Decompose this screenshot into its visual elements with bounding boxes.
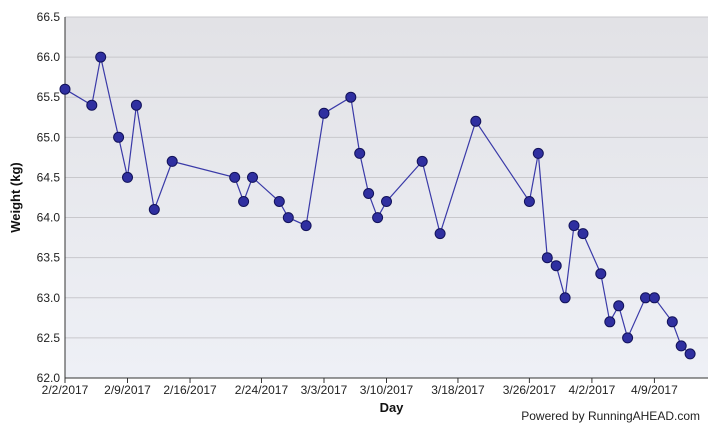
y-tick-label: 66.5 [37,10,61,24]
data-point [229,171,241,183]
x-tick-label: 2/9/2017 [104,383,151,397]
data-point [282,212,294,224]
y-tick-labels: 62.0 62.5 63.0 63.5 64.0 64.5 65.0 65.5 66.0 66.5 [37,10,61,385]
data-point [434,228,446,240]
data-point [675,340,687,352]
x-tick-label: 2/16/2017 [163,383,217,397]
data-point [113,131,125,143]
axes [64,17,708,383]
data-point [372,212,384,224]
data-point [604,316,616,328]
data-point [470,115,482,127]
data-point [541,252,553,264]
data-point [577,228,589,240]
data-point [416,155,428,167]
y-tick-label: 66.0 [37,50,61,64]
x-tick-label: 4/9/2017 [631,383,678,397]
data-point [148,204,160,215]
data-point [122,171,133,183]
y-tick-label: 63.5 [37,251,61,265]
data-point [345,91,357,103]
y-tick-label: 65.0 [37,130,61,144]
data-point [273,196,285,207]
y-tick-label: 62.5 [37,331,61,345]
data-point [523,196,535,207]
data-point [363,188,375,199]
x-tick-label: 3/26/2017 [503,383,557,397]
data-point [613,300,625,312]
data-point [59,83,71,95]
x-tick-label: 3/10/2017 [360,383,414,397]
x-tick-labels: 2/2/2017 2/9/2017 2/16/2017 2/24/2017 3/3/20… [42,383,678,397]
y-tick-label: 62.0 [37,371,61,385]
data-point [568,220,580,232]
data-point [247,171,258,183]
data-point [532,147,544,159]
data-point [684,348,696,360]
series-weight [59,51,696,360]
data-point [622,332,634,344]
data-point [559,292,571,304]
credit-text: Powered by RunningAHEAD.com [521,409,700,423]
y-tick-label: 63.0 [37,291,61,305]
x-tick-label: 3/18/2017 [431,383,485,397]
y-tick-label: 65.5 [37,90,61,104]
data-point [86,99,98,111]
y-tick-label: 64.5 [37,170,61,184]
data-point [354,147,366,159]
data-point [318,107,330,119]
grid-lines [65,16,708,339]
data-point [381,196,392,207]
data-point [95,51,107,63]
data-point [666,316,678,328]
data-point [550,260,562,272]
y-tick-label: 64.0 [37,211,61,225]
x-axis-title: Day [380,400,405,415]
data-point [130,99,142,111]
x-tick-label: 3/3/2017 [301,383,348,397]
data-point [238,196,250,207]
data-point [166,155,178,167]
x-tick-label: 4/2/2017 [569,383,616,397]
x-tick-label: 2/24/2017 [235,383,289,397]
data-point [300,220,312,232]
data-point [648,292,660,304]
y-axis-title: Weight (kg) [8,162,23,233]
data-point [595,268,607,280]
x-tick-label: 2/2/2017 [42,383,89,397]
